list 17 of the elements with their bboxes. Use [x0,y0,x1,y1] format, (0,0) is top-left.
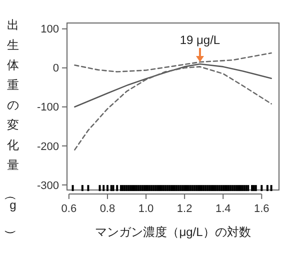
x-tick-label: 1.2 [176,203,192,215]
line-series [74,63,272,108]
annotation: 19 μg/L [180,33,220,48]
y-tick-label: 0 [52,62,59,75]
x-tick-label: 1.4 [215,203,231,215]
y-tick-label: -300 [36,180,59,192]
x-tick-label: 0.8 [100,203,116,215]
x-tick-label: 1.6 [254,203,270,215]
text: 出生体重の変化量（g） [4,18,19,241]
x-tick-label: 1.0 [138,203,154,215]
y-tick-label: -200 [36,140,59,153]
y-tick-label: 100 [40,24,59,36]
x-axis-title: マンガン濃度（μg/L）の対数 [95,225,251,239]
y-tick-label: -100 [36,102,59,114]
line-series [74,52,272,72]
x-tick-label: 0.6 [61,203,77,215]
line-series [74,66,272,150]
